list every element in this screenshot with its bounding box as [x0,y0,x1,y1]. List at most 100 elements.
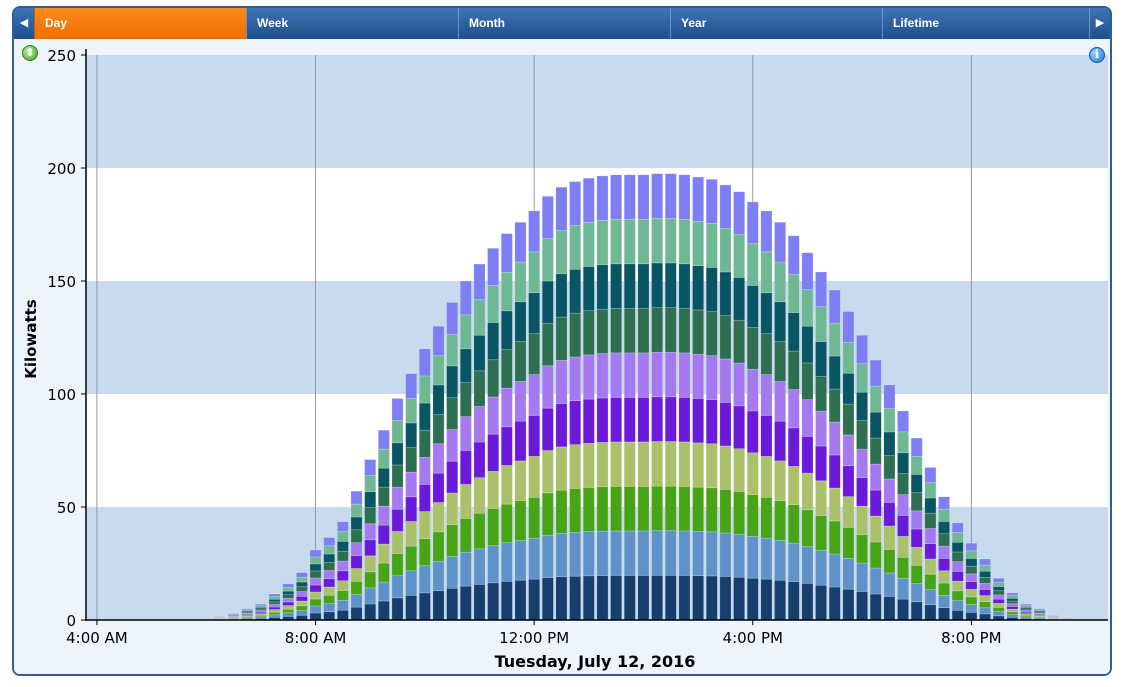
bar-segment [610,174,623,220]
bar-segment [555,186,568,231]
bar-segment [610,263,623,309]
bar-segment [528,333,541,375]
bar-segment [295,605,308,611]
bar-segment [268,614,281,618]
bar-segment [910,492,923,512]
bar-segment [733,534,745,578]
bar-segment [692,442,705,488]
bar-segment [828,421,841,456]
bar-segment [760,578,773,621]
bar-segment [924,543,937,560]
bar-segment [951,571,964,582]
bar-segment [938,570,950,584]
bar-segment [1006,603,1019,607]
bar-segment [227,612,240,615]
bar-segment [883,455,896,480]
bar-segment [282,594,295,599]
bar-segment [623,174,636,220]
bar-segment [459,450,472,485]
plot-band [86,55,1108,168]
bar-segment [951,600,964,611]
bar-segment [377,581,390,602]
bar-segment [651,441,664,487]
bar-segment [487,396,500,435]
bar-segment [719,228,732,273]
bar-segment [951,561,964,572]
bar-segment [528,496,541,539]
bar-segment [910,601,923,621]
bar-segment [801,472,814,511]
right-arrow-icon[interactable]: ▶ [1089,8,1110,39]
bar-segment [664,530,677,576]
period-tab-bar: ◀ Day Week Month Year Lifetime ▶ [14,8,1110,40]
bar-segment [992,577,1005,583]
bar-segment [774,460,786,501]
bar-segment [842,496,855,528]
bar-segment [842,342,855,374]
bar-segment [446,429,459,462]
bar-segment [746,452,759,495]
bar-segment [746,536,759,579]
bar-segment [924,467,937,484]
bar-segment [418,565,431,594]
bar-segment [309,556,322,565]
bar-segment [487,433,500,472]
bar-segment [596,486,609,532]
bar-segment [938,607,950,621]
bar-segment [528,251,541,294]
bar-segment [664,173,677,219]
bar-segment [951,551,964,562]
bar-segment [582,177,595,223]
bar-segment [678,441,691,487]
bar-segment [842,311,855,343]
bar-segment [473,584,486,621]
bar-segment [815,480,827,516]
bar-segment [418,511,431,539]
bar-segment [295,591,308,597]
bar-segment [801,399,814,437]
bar-segment [514,381,527,422]
bar-segment [924,558,937,575]
bar-segment [514,579,527,621]
tab-day[interactable]: Day [34,8,246,39]
bar-segment [377,562,390,583]
bar-segment [473,512,486,550]
bar-segment [309,612,322,621]
tab-lifetime[interactable]: Lifetime [882,8,1090,39]
tab-week[interactable]: Week [246,8,458,39]
bar-segment [664,217,677,264]
bar-segment [268,611,281,616]
bar-segment [869,463,882,491]
bar-segment [787,389,800,429]
left-arrow-icon[interactable]: ◀ [14,8,34,39]
bar-segment [487,247,500,286]
bar-segment [746,201,759,245]
bar-segment [405,397,418,424]
bar-segment [336,531,349,542]
bar-segment [801,436,814,474]
bar-segment [418,348,431,377]
bar-segment [323,594,336,604]
bar-segment [828,520,841,555]
bar-segment [582,398,595,444]
bar-segment [459,416,472,451]
bar-segment [405,447,418,473]
bar-segment [391,464,404,488]
bar-segment [350,581,363,595]
y-tick-label: 250 [47,47,76,65]
bar-segment [446,302,459,335]
tab-year[interactable]: Year [670,8,882,39]
bar-segment [364,555,377,573]
bar-segment [405,545,418,572]
bar-segment [623,575,636,621]
bar-segment [719,445,732,490]
tab-month[interactable]: Month [458,8,670,39]
expand-icon[interactable]: ⇕ [22,45,38,61]
bar-segment [555,316,568,361]
info-icon[interactable]: i [1089,47,1105,63]
bar-segment [664,485,677,532]
bar-segment [910,546,923,566]
bar-segment [541,407,554,451]
bar-segment [992,590,1005,596]
bar-segment [432,443,445,474]
